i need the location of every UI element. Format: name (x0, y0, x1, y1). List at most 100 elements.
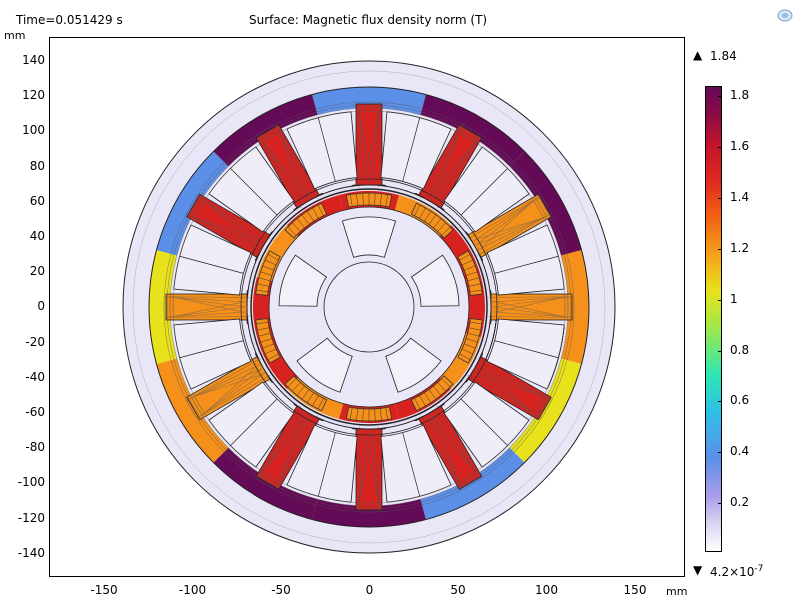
colorbar-tick-label: 1.4 (730, 189, 750, 204)
magnet-segment-line (428, 389, 437, 400)
colorbar-tick-mark (718, 401, 722, 403)
magnet-segment-line (419, 395, 426, 407)
x-axis-unit: mm (666, 585, 688, 598)
y-tick-label: -140 (17, 545, 45, 560)
slot-divider (230, 398, 278, 446)
y-tick-label: 60 (29, 193, 45, 208)
colorbar-tick-label: 0.8 (730, 342, 750, 357)
magnet-segment-line (414, 204, 421, 216)
magnet-segment-line (350, 407, 353, 420)
rotor (246, 184, 492, 430)
slot-divider (460, 168, 508, 216)
slot-divider (230, 168, 278, 216)
magnet-segment-line (459, 353, 471, 360)
magnet-segment-line (385, 194, 388, 207)
shaft (323, 261, 415, 353)
magnet-segment-line (256, 321, 269, 325)
magnet-segment-line (356, 408, 359, 421)
slot-divider (317, 117, 336, 182)
slot-divider (179, 340, 244, 359)
magnet-segment-line (256, 289, 269, 293)
x-tick-label: -100 (178, 583, 207, 597)
slot-divider (317, 432, 336, 497)
stator-outer-edge (148, 86, 590, 528)
magnet-segment-line (292, 382, 301, 392)
magnet-segment-line (374, 408, 376, 421)
magnet-segment-line (306, 392, 314, 403)
magnet-segment-line (258, 277, 271, 282)
y-tick-label: 120 (22, 88, 45, 103)
y-tick-label: 100 (22, 123, 45, 138)
magnet-segment-line (441, 378, 451, 388)
magnet-segment-line (433, 218, 442, 229)
colorbar-tick-mark (718, 96, 722, 97)
y-tick-label: -100 (17, 475, 45, 490)
rotor-magnet (255, 250, 281, 296)
y-tick-label: 20 (29, 264, 45, 279)
y-tick-label: -40 (25, 369, 45, 384)
y-tick-label: -20 (25, 334, 45, 349)
magnet-segment-line (464, 265, 476, 271)
slot-divider (494, 340, 559, 359)
x-tick-label: 0 (365, 583, 374, 597)
slot-divider (179, 255, 244, 274)
flux-outer-contour (132, 70, 606, 544)
rotor-magnet (284, 202, 328, 239)
magnet-segment-line (464, 343, 476, 349)
colorbar (705, 86, 722, 552)
magnet-segment-line (287, 226, 297, 236)
y-tick-label: -80 (25, 440, 45, 455)
colorbar-tick-label: 1.8 (730, 88, 750, 102)
magnet-segment-line (257, 327, 270, 331)
magnet-segment-line (433, 385, 442, 396)
magnet-segment-line (461, 348, 474, 355)
colorbar-min-arrow: ▼ (693, 563, 703, 577)
colorbar-tick-mark (718, 452, 722, 454)
slot-divider (460, 398, 508, 446)
magnet-segment-line (296, 385, 305, 396)
rotor-magnet (255, 318, 281, 364)
colorbar-tick-label: 1.6 (730, 138, 750, 153)
rotor-pole-slot (296, 337, 353, 393)
stator-yoke-segment (312, 87, 426, 115)
magnet-segment-line (437, 222, 446, 232)
colorbar-tick-label: 1.2 (730, 240, 750, 255)
magnet-segment-line (469, 321, 482, 325)
magnet-segment-line (468, 283, 481, 287)
magnet-segment-line (469, 289, 482, 293)
magnet-segment-line (296, 218, 305, 229)
magnet-segment-line (465, 271, 478, 276)
stator-yoke-segment (312, 499, 426, 527)
magnet-segment-line (258, 332, 271, 337)
y-tick-label: 0 (37, 299, 45, 314)
plot-area[interactable] (49, 37, 685, 577)
magnet-segment-line (292, 222, 301, 232)
magnet-segment-line (428, 214, 437, 225)
magnet-segment-line (465, 338, 478, 343)
magnet-segment-line (419, 207, 426, 219)
colorbar-min-base: 4.2×10 (710, 565, 755, 579)
x-tick-label: 50 (450, 583, 466, 597)
rotor-magnet (410, 375, 454, 412)
magnet-segment-line (467, 332, 480, 337)
y-tick-label: 80 (29, 158, 45, 173)
magnet-segment-line (264, 259, 277, 266)
magnet-segment-line (257, 283, 270, 287)
magnet-segment-line (468, 327, 481, 331)
magnet-segment-line (379, 408, 382, 421)
colorbar-tick-label: 0.4 (730, 444, 750, 459)
colorbar-tick-label: 0.2 (730, 495, 750, 510)
colorbar-max-arrow: ▲ (693, 48, 703, 62)
magnet-segment-line (424, 211, 432, 222)
y-tick-label: 140 (22, 53, 45, 67)
magnet-segment-line (301, 389, 310, 400)
y-tick-label: -60 (25, 405, 45, 419)
magnet-segment-line (312, 395, 319, 407)
slot-divider (402, 432, 421, 497)
colorbar-tick-mark (718, 503, 722, 505)
colorbar-min-label: 4.2×10-7 (710, 564, 763, 579)
rotor-pole-slot (341, 216, 397, 258)
magnet-segment-line (267, 353, 279, 360)
slot-divider (402, 117, 421, 182)
magnet-segment-line (264, 348, 277, 355)
